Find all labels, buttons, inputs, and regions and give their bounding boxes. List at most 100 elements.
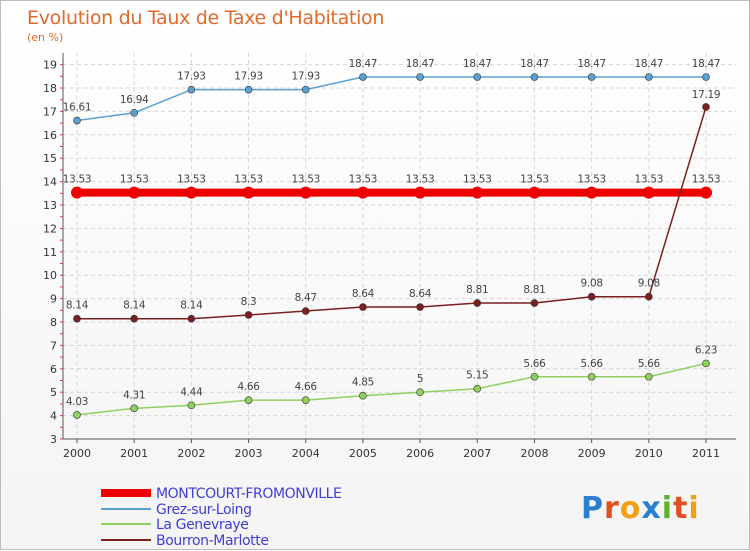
axes — [60, 53, 736, 443]
series-line-2 — [76, 362, 707, 416]
series-line-3 — [77, 106, 707, 320]
data-point — [130, 109, 138, 117]
x-tick-label: 2007 — [463, 447, 491, 460]
data-point — [645, 73, 653, 81]
y-tick-label: 6 — [50, 363, 57, 376]
logo-letter: i — [661, 491, 674, 526]
x-tick-label: 2003 — [235, 447, 263, 460]
data-point — [187, 401, 196, 410]
data-label: 13.53 — [577, 174, 606, 186]
data-label: 13.53 — [692, 174, 721, 186]
data-label: 4.44 — [180, 386, 203, 398]
data-point — [244, 311, 253, 319]
data-label: 13.53 — [463, 174, 492, 186]
data-point — [645, 372, 653, 381]
x-tick-label: 2005 — [349, 447, 377, 460]
data-point — [73, 314, 81, 323]
data-point — [359, 303, 367, 311]
data-label: 17.93 — [234, 71, 263, 83]
data-label: 8.64 — [352, 288, 375, 300]
data-label: 5.66 — [581, 358, 604, 370]
legend-label: Grez-sur-Loing — [156, 502, 252, 518]
data-point — [299, 186, 312, 199]
legend-label: La Genevraye — [156, 517, 249, 533]
chart-title: Evolution du Taux de Taxe d'Habitation — [27, 7, 385, 29]
data-label: 18.47 — [349, 58, 378, 70]
data-point — [645, 292, 653, 301]
data-label: 13.53 — [120, 174, 149, 186]
y-tick-label: 14 — [43, 176, 57, 189]
x-tick-labels: 2000 2001 2002 2003 2004 2005 2006 2007 2008 2009… — [63, 447, 720, 460]
data-label: 8.14 — [180, 300, 203, 312]
y-tick-label: 17 — [43, 105, 57, 118]
data-label: 5 — [417, 373, 423, 385]
data-label: 18.47 — [577, 58, 606, 70]
data-label: 8.47 — [295, 292, 317, 304]
data-label: 18.47 — [520, 58, 549, 70]
data-point — [128, 186, 141, 199]
data-point — [73, 411, 81, 419]
x-tick-label: 2001 — [120, 447, 148, 460]
logo-letter: r — [604, 491, 620, 526]
data-point — [587, 372, 596, 381]
data-label: 13.53 — [406, 174, 435, 186]
data-point — [185, 186, 198, 199]
data-point — [416, 388, 424, 397]
data-point — [642, 186, 655, 199]
data-label: 18.47 — [635, 58, 664, 70]
x-tick-label: 2000 — [63, 447, 91, 460]
data-label: 8.3 — [241, 296, 257, 308]
data-point — [416, 303, 424, 311]
x-tick-label: 2010 — [635, 447, 663, 460]
data-label: 18.47 — [692, 58, 721, 70]
data-label: 5.66 — [523, 358, 546, 370]
y-tick-label: 12 — [43, 222, 57, 235]
data-point — [416, 73, 424, 81]
data-point — [530, 299, 539, 307]
data-label: 17.93 — [177, 71, 206, 83]
y-tick-label: 5 — [50, 386, 57, 399]
data-point — [587, 73, 596, 81]
data-label: 13.53 — [63, 174, 92, 186]
x-tick-label: 2008 — [520, 447, 548, 460]
data-point — [473, 73, 482, 81]
series-lines — [76, 76, 707, 416]
legend-label: MONTCOURT-FROMONVILLE — [156, 486, 342, 502]
data-point — [244, 85, 253, 94]
logo-letter: o — [619, 491, 642, 526]
legend-label: Bourron-Marlotte — [156, 533, 269, 549]
data-point — [71, 186, 83, 199]
y-tick-label: 11 — [43, 246, 57, 259]
series-line-1 — [76, 76, 706, 122]
x-tick-label: 2009 — [578, 447, 606, 460]
data-label: 8.14 — [66, 300, 89, 312]
x-tick-label: 2011 — [692, 447, 720, 460]
data-point — [471, 186, 484, 199]
data-label: 9.08 — [581, 278, 603, 290]
data-point — [359, 391, 367, 400]
y-tick-label: 13 — [43, 199, 57, 212]
data-point — [530, 73, 539, 81]
data-label: 4.66 — [295, 381, 318, 393]
data-point — [702, 73, 710, 81]
data-point — [528, 186, 541, 199]
data-label: 17.93 — [291, 71, 320, 83]
logo-letter: t — [673, 491, 689, 526]
data-label: 9.08 — [638, 278, 660, 290]
data-label: 8.14 — [123, 300, 146, 312]
data-label: 18.47 — [406, 58, 435, 70]
data-point — [473, 299, 482, 307]
data-point — [359, 73, 367, 81]
data-point — [130, 314, 138, 323]
data-label: 4.31 — [123, 389, 145, 401]
y-tick-label: 18 — [43, 82, 57, 95]
y-tick-label: 7 — [50, 339, 57, 352]
data-labels: 13.53 13.53 13.53 13.53 13.53 13.53 13.53 13.53… — [63, 58, 721, 408]
data-point — [242, 186, 255, 199]
data-label: 13.53 — [349, 174, 378, 186]
data-label: 13.53 — [635, 174, 664, 186]
data-label: 8.81 — [466, 284, 488, 296]
x-tick-label: 2006 — [406, 447, 434, 460]
data-point — [414, 186, 427, 199]
logo-letter: P — [581, 491, 604, 526]
